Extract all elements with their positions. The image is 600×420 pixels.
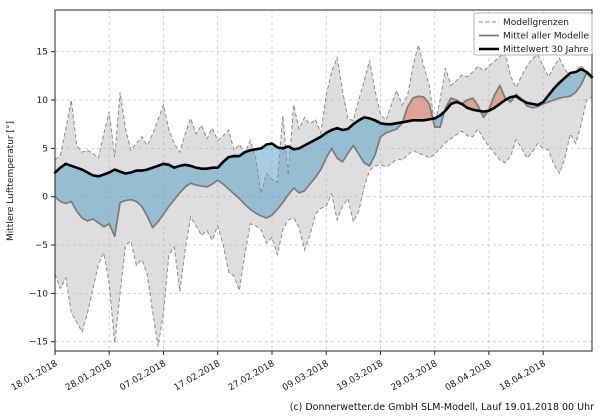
y-axis: 15 10 5 0 −5 −10 −15 bbox=[29, 48, 55, 348]
x-tick-label: 18.01.2018 bbox=[10, 359, 60, 394]
legend-box bbox=[473, 12, 593, 56]
model-min-line bbox=[54, 96, 593, 347]
legend-label: Mittel aller Modelle bbox=[503, 32, 589, 42]
model-max-line bbox=[54, 44, 593, 194]
y-tick-label: 10 bbox=[37, 96, 49, 106]
x-tick-label: 27.02.2018 bbox=[227, 359, 277, 394]
model-mean-line bbox=[54, 72, 593, 238]
climate-mean-30y-line bbox=[53, 67, 594, 178]
x-tick-label: 29.03.2018 bbox=[390, 359, 440, 394]
y-tick-label: 15 bbox=[37, 48, 48, 58]
legend-label: Mittelwert 30 Jahre bbox=[503, 45, 589, 55]
x-tick-label: 18.04.2018 bbox=[498, 359, 548, 394]
x-axis: 18.01.2018 28.01.2018 07.02.2018 17.02.2018… bbox=[10, 351, 548, 393]
x-tick-label: 07.02.2018 bbox=[118, 359, 168, 394]
y-tick-label: −15 bbox=[29, 338, 48, 348]
model-range-band bbox=[55, 44, 592, 347]
plot-border bbox=[54, 9, 593, 352]
cold-anomaly-fill-segment bbox=[522, 69, 592, 108]
y-tick-label: −10 bbox=[29, 289, 48, 299]
x-tick-label: 17.02.2018 bbox=[173, 359, 223, 394]
legend: Modellgrenzen Mittel aller Modelle Mittelw… bbox=[473, 12, 593, 56]
x-tick-label: 28.01.2018 bbox=[64, 359, 114, 394]
x-tick-label: 19.03.2018 bbox=[335, 359, 385, 394]
x-tick-label: 09.03.2018 bbox=[281, 359, 331, 394]
y-tick-label: 0 bbox=[42, 193, 48, 203]
y-axis-title: Mittlere Lufttemperatur [°] bbox=[6, 121, 16, 241]
warm-anomaly-fill-segment bbox=[402, 96, 433, 123]
y-tick-label: 5 bbox=[42, 144, 48, 154]
legend-label: Modellgrenzen bbox=[503, 18, 569, 28]
x-tick-label: 08.04.2018 bbox=[444, 359, 494, 394]
y-tick-label: −5 bbox=[35, 241, 48, 251]
copyright-text: (c) Donnerwetter.de GmbH SLM-Modell, Lau… bbox=[289, 402, 594, 413]
cold-anomaly-fill-segment bbox=[55, 117, 403, 237]
